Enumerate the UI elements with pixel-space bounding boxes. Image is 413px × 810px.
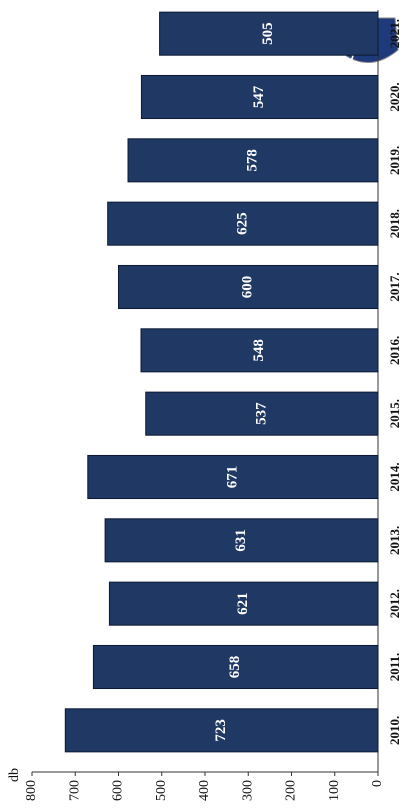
- x-tick-label: 2018.: [387, 209, 402, 238]
- x-tick-label: 2010.: [387, 716, 402, 745]
- value-label: 548: [251, 339, 267, 362]
- y-tick-label: 0: [370, 780, 385, 787]
- bar: [145, 391, 379, 436]
- axis-title: db: [7, 768, 22, 782]
- x-tick-label: 2021.: [387, 19, 402, 48]
- y-tick-label: 200: [284, 780, 299, 801]
- bar: [104, 518, 379, 563]
- x-tick-label: 2016.: [387, 336, 402, 365]
- bar: [159, 11, 379, 56]
- value-label: 671: [224, 466, 240, 489]
- value-label: 723: [213, 719, 229, 742]
- value-label: 505: [260, 22, 276, 45]
- y-tick-label: 800: [24, 780, 39, 801]
- bar: [127, 138, 379, 183]
- plot: db 0 100 200 300 400 500 600 700 800 2010. 723 2011.…: [7, 10, 402, 801]
- x-tick-label: 2014.: [387, 462, 402, 491]
- bar: [107, 201, 379, 246]
- value-label: 625: [234, 212, 250, 235]
- bar: [108, 581, 379, 626]
- value-label: 621: [235, 592, 251, 615]
- bar: [64, 708, 379, 753]
- x-tick-label: 2017.: [387, 272, 402, 301]
- x-tick-label: 2020.: [387, 82, 402, 111]
- value-label: 600: [240, 276, 256, 299]
- x-tick-label: 2013.: [387, 526, 402, 555]
- x-tick-label: 2015.: [387, 399, 402, 428]
- y-tick-label: 300: [240, 780, 255, 801]
- bar: [118, 264, 379, 310]
- x-tick-label: 2011.: [387, 653, 402, 682]
- bar: [87, 454, 379, 500]
- value-label: 547: [251, 85, 267, 108]
- bar: [140, 328, 379, 373]
- y-tick-label: 600: [111, 780, 126, 801]
- y-tick-label: 500: [154, 780, 169, 801]
- bar: [92, 644, 379, 690]
- value-label: 578: [244, 149, 260, 172]
- value-label: 537: [253, 402, 269, 425]
- y-tick-label: 400: [197, 780, 212, 801]
- value-label: 631: [233, 529, 249, 552]
- x-tick-label: 2012.: [387, 589, 402, 618]
- y-tick-label: 700: [67, 780, 82, 801]
- value-label: 658: [227, 656, 243, 679]
- y-tick-label: 100: [327, 780, 342, 801]
- bar: [140, 74, 379, 120]
- x-tick-label: 2019.: [387, 146, 402, 175]
